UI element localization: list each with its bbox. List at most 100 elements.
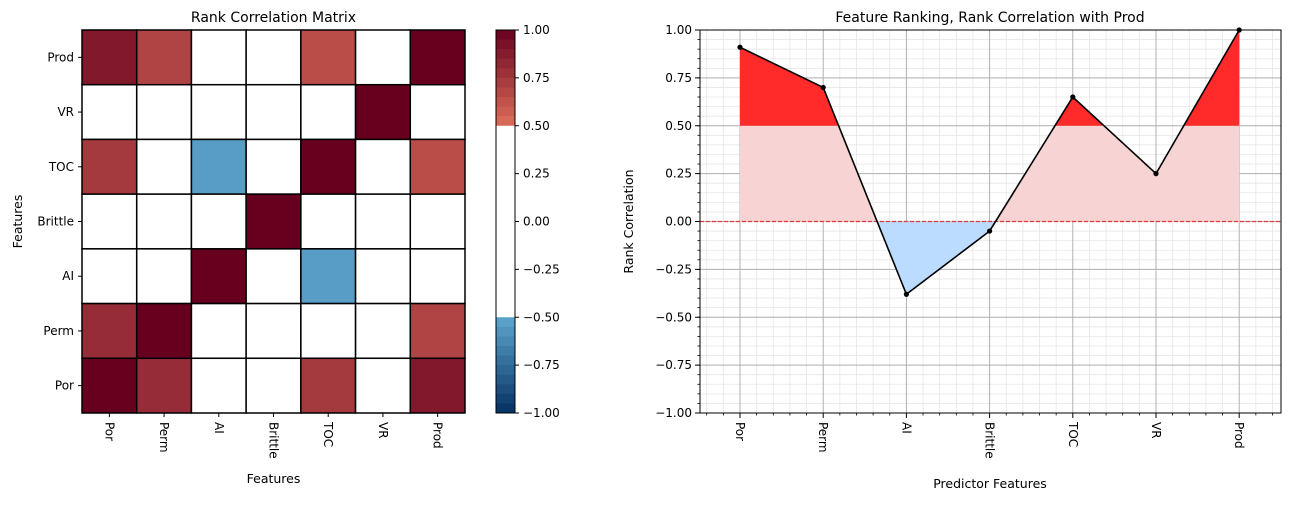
colorbar-tick-label: 0.00 [523,215,550,229]
colorbar-band [496,231,515,242]
positive-fill-area [740,125,1240,222]
colorbar-band [496,326,515,337]
heatmap-cell [300,83,357,141]
heatmap-cell [354,29,412,86]
above-threshold-fill-area [740,30,1240,126]
heatmap-title: Rank Correlation Matrix [191,10,356,26]
heatmap-cell [81,357,138,414]
colorbar-band [496,374,515,385]
colorbar-band [496,77,515,88]
heatmap-cell [245,248,302,305]
colorbar-band [496,39,515,50]
heatmap-x-tick-label: Por [102,422,116,441]
correlation-point [987,228,993,234]
colorbar-tick-label: −0.50 [523,310,560,324]
line-chart-y-ticks: 1.00 0.75 0.50 0.25 0.00 −0.25 −0.50 −0.75 −1.00 [655,23,700,420]
correlation-point [820,84,826,91]
heatmap-y-ticks: Prod VR TOC Brittle AI Perm Por [37,50,82,393]
line-chart-x-tick-label: AI [899,422,913,434]
heatmap-cell [354,248,412,305]
colorbar-band [496,211,515,222]
line-chart-y-tick-label: −1.00 [655,406,692,420]
colorbar-band [496,384,515,395]
colorbar-tick-label: 1.00 [523,23,550,37]
colorbar-band [496,393,515,404]
line-chart-title: Feature Ranking, Rank Correlation with P… [835,10,1144,26]
colorbar-band [496,97,515,108]
colorbar-band [496,125,515,136]
heatmap-cell [245,357,302,414]
heatmap-cell [300,357,357,414]
colorbar-tick-label: 0.50 [523,119,550,133]
line-chart-x-tick-label: VR [1149,422,1163,439]
line-chart-x-tick-label: Brittle [983,422,997,459]
line-chart-y-tick-label: 1.00 [665,23,692,37]
colorbar-band [496,307,515,318]
heatmap-cell [190,248,247,305]
correlation-point [1070,94,1076,100]
colorbar-band [496,144,515,155]
colorbar-band [496,288,515,299]
heatmap-cell [354,357,412,414]
heatmap-cell [190,193,247,250]
heatmap-cell [81,193,138,250]
colorbar-band [496,202,515,213]
colorbar-band [496,87,515,98]
colorbar-band [496,298,515,309]
heatmap-cell [409,138,466,195]
heatmap-cells [81,29,466,414]
heatmap-y-tick-label: VR [57,105,74,119]
heatmap-cell [409,302,466,360]
heatmap-y-label: Features [10,195,25,249]
heatmap-x-tick-label: AI [212,422,226,434]
line-chart-x-tick-label: Prod [1232,422,1246,449]
line-chart-y-tick-label: −0.75 [655,358,692,372]
heatmap-cell [245,83,302,141]
heatmap-cell [135,248,193,305]
line-chart-fills [740,30,1240,295]
line-chart-y-tick-label: 0.00 [665,215,692,229]
heatmap-cell [190,357,247,414]
heatmap-cell [409,248,466,305]
heatmap-cell [300,138,357,195]
colorbar-band [496,365,515,376]
heatmap-cell [81,248,138,305]
colorbar-tick-label: −0.25 [523,262,560,276]
heatmap-cell [245,138,302,195]
heatmap-cell [409,357,466,414]
heatmap-x-tick-label: TOC [321,421,335,447]
heatmap-cell [409,83,466,141]
heatmap-cell [300,248,357,305]
line-chart-x-ticks: Por Perm AI Brittle TOC VR Prod [706,413,1273,459]
line-chart-y-tick-label: −0.25 [655,262,692,276]
heatmap-cell [190,83,247,141]
heatmap-cell [300,302,357,360]
heatmap-cell [409,29,466,86]
colorbar-band [496,259,515,270]
colorbar-band [496,58,515,69]
heatmap-cell [245,193,302,250]
colorbar-band [496,154,515,165]
colorbar-band [496,269,515,280]
heatmap-y-tick-label: Brittle [37,215,74,229]
colorbar-bands [496,30,515,414]
colorbar-band [496,221,515,232]
heatmap-cell [81,302,138,360]
colorbar-band [496,106,515,117]
line-chart-y-tick-label: 0.50 [665,119,692,133]
colorbar-band [496,30,515,41]
heatmap-x-label: Features [247,471,301,486]
colorbar-band [496,317,515,328]
heatmap-x-tick-label: VR [376,422,390,439]
colorbar-band [496,336,515,347]
colorbar-tick-label: −1.00 [523,406,560,420]
line-chart-x-tick-label: Perm [816,422,830,453]
heatmap-panel: Rank Correlation Matrix Por Perm AI Brittle… [10,10,466,486]
colorbar: 1.00 0.75 0.50 0.25 0.00 −0.25 −0.50 −0.75 −1.00 [495,23,560,420]
heatmap-cell [81,29,138,86]
heatmap-cell [190,138,247,195]
colorbar-band [496,49,515,60]
heatmap-cell [135,193,193,250]
heatmap-cell [245,302,302,360]
